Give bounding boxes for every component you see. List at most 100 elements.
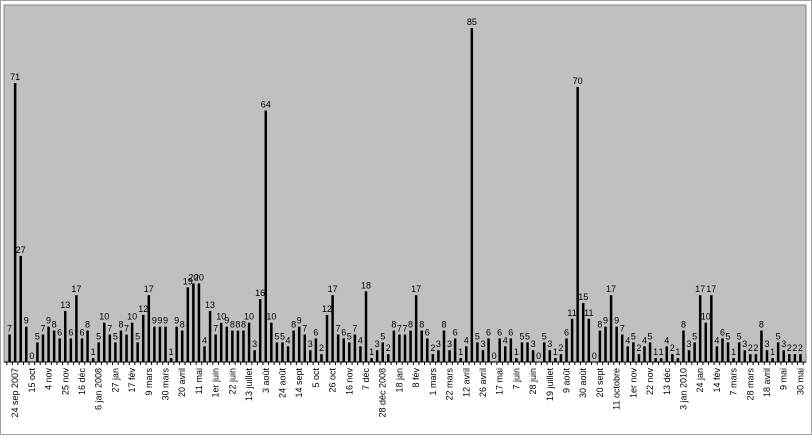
x-tick-label: 8 fév — [411, 368, 421, 388]
bar — [554, 358, 557, 362]
bar — [598, 330, 602, 362]
bar — [648, 342, 652, 362]
x-tick-label: 17 fév — [127, 368, 137, 393]
bar-value-label: 10 — [127, 312, 137, 322]
bar — [654, 358, 657, 362]
bar-value-label: 8 — [118, 320, 123, 330]
bar-value-label: 1 — [653, 347, 658, 357]
x-tick-label: 1er juin — [211, 368, 221, 398]
bar — [710, 295, 713, 362]
bar-value-label: 4 — [625, 335, 630, 345]
bar-value-label: 1 — [659, 347, 664, 357]
bar — [643, 346, 646, 362]
bar — [348, 342, 351, 362]
bar — [336, 334, 340, 362]
bar — [381, 342, 384, 362]
bar — [431, 354, 435, 362]
x-tick-label: 16 déc — [77, 368, 87, 396]
bar-value-label: 8 — [681, 320, 686, 330]
bar — [47, 326, 50, 362]
bar-value-label: 5 — [96, 331, 101, 341]
bar-value-label: 7 — [213, 323, 218, 333]
bar — [52, 330, 56, 362]
bar-value-label: 1 — [514, 347, 519, 357]
bar — [659, 358, 663, 362]
bar — [615, 326, 618, 362]
bar-value-label: 3 — [308, 339, 313, 349]
bar-value-label: 3 — [687, 339, 692, 349]
bar-value-label: 2 — [753, 343, 758, 353]
bar — [604, 326, 607, 362]
x-tick-label: 9 mai — [779, 368, 789, 390]
x-tick-label: 30 août — [578, 368, 588, 399]
bar — [375, 350, 379, 362]
x-tick-label: 28 mars — [745, 368, 755, 401]
bar-value-label: 10 — [244, 312, 254, 322]
bar-value-label: 5 — [113, 331, 118, 341]
bar-value-label: 9 — [224, 316, 229, 326]
bar — [788, 354, 791, 362]
bar-value-label: 5 — [135, 331, 140, 341]
bar — [309, 350, 312, 362]
bar-value-label: 2 — [636, 343, 641, 353]
bar-value-label: 3 — [742, 339, 747, 349]
bar-series — [8, 28, 802, 363]
bar-value-label: 2 — [386, 343, 391, 353]
bar-value-label: 5 — [631, 331, 636, 341]
bar-value-label: 2 — [792, 343, 797, 353]
bar-value-label: 12 — [138, 304, 148, 314]
x-tick-label: 22 nov — [645, 368, 655, 396]
x-tick-label: 12 avril — [461, 368, 471, 397]
bar — [682, 330, 685, 362]
bar-value-label: 5 — [519, 331, 524, 341]
bar-value-label: 16 — [255, 288, 265, 298]
bar — [570, 318, 574, 362]
bar-value-label: 9 — [152, 316, 157, 326]
bar-value-label: 17 — [328, 284, 338, 294]
bar — [765, 350, 769, 362]
bar — [36, 342, 39, 362]
x-tick-label: 11 mai — [194, 368, 204, 394]
bar — [231, 330, 234, 362]
bar — [487, 338, 490, 362]
bar-value-label: 2 — [748, 343, 753, 353]
x-tick-label: 22 juin — [227, 368, 237, 395]
bar-value-label: 9 — [157, 316, 162, 326]
bar-value-label: 6 — [720, 327, 725, 337]
bar-value-label: 70 — [573, 76, 583, 86]
bar-value-label: 2 — [319, 343, 324, 353]
x-tick-label: 26 oct — [328, 368, 338, 393]
bar — [136, 342, 139, 362]
x-tick-label: 4 nov — [44, 368, 54, 391]
bar — [632, 342, 635, 362]
bar-value-label: 0 — [29, 351, 34, 361]
x-tick-label: 9 mars — [144, 368, 154, 396]
x-tick-label: 9 août — [562, 368, 572, 394]
bar — [197, 283, 201, 362]
bar-value-label: 8 — [597, 320, 602, 330]
bar — [97, 342, 100, 362]
bar-value-label: 5 — [525, 331, 530, 341]
bar — [303, 334, 307, 362]
bar — [242, 330, 245, 362]
bar-value-label: 12 — [322, 304, 332, 314]
bar — [693, 342, 696, 362]
bar — [175, 326, 178, 362]
bar-value-label: 7 — [40, 323, 45, 333]
bar — [19, 255, 22, 362]
x-tick-label: 30 mai — [795, 368, 805, 395]
bar — [153, 326, 156, 362]
bar-value-label: 15 — [578, 292, 588, 302]
bar — [158, 326, 162, 362]
bar-value-label: 17 — [706, 284, 716, 294]
x-tick-label: 3 jan 2010 — [678, 368, 688, 410]
x-tick-label: 28 déc 2008 — [378, 368, 388, 418]
bar — [64, 310, 67, 362]
bar — [114, 342, 117, 362]
bar-value-label: 5 — [347, 331, 352, 341]
bar-value-label: 3 — [781, 339, 786, 349]
bar — [520, 342, 524, 362]
bar — [509, 338, 513, 362]
bar — [576, 86, 579, 362]
bar — [637, 354, 641, 362]
